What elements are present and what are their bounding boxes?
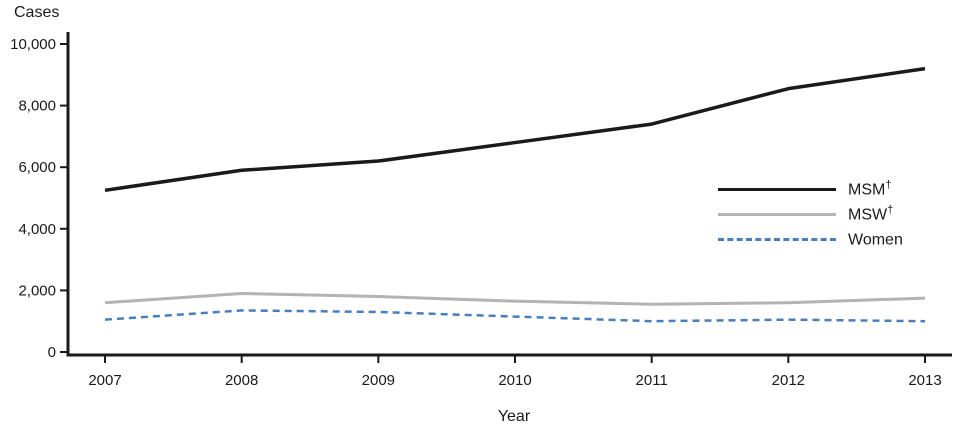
- legend-line-women: [718, 238, 836, 241]
- y-tick-label: 10,000: [10, 36, 56, 53]
- x-tick-label: 2007: [88, 372, 121, 389]
- x-tick-label: 2012: [772, 372, 805, 389]
- y-tick-label: 0: [48, 344, 56, 361]
- y-tick-label: 2,000: [18, 282, 56, 299]
- x-tick-label: 2008: [225, 372, 258, 389]
- legend-line-msm: [718, 188, 836, 191]
- legend-item-msm: MSM†: [718, 178, 903, 201]
- legend-label-msm: MSM†: [848, 179, 892, 199]
- series-line-women: [104, 309, 926, 323]
- x-tick-label: 2010: [498, 372, 531, 389]
- legend: MSM† MSW† Women: [718, 178, 903, 251]
- legend-label-msw: MSW†: [848, 204, 894, 224]
- y-tick-label: 6,000: [18, 159, 56, 176]
- x-tick-label: 2011: [636, 372, 668, 389]
- x-axis-title: Year: [497, 408, 531, 425]
- legend-item-msw: MSW†: [718, 203, 903, 226]
- legend-label-women: Women: [848, 231, 903, 249]
- legend-item-women: Women: [718, 228, 903, 251]
- x-tick-label: 2013: [908, 372, 941, 389]
- series-line-msm: [104, 66, 926, 193]
- y-tick-label: 4,000: [18, 221, 56, 238]
- series-line-msw: [104, 291, 926, 306]
- x-tick-label: 2009: [362, 372, 395, 389]
- y-axis-title: Cases: [14, 4, 60, 21]
- y-tick-label: 8,000: [18, 98, 56, 115]
- legend-line-msw: [718, 213, 836, 216]
